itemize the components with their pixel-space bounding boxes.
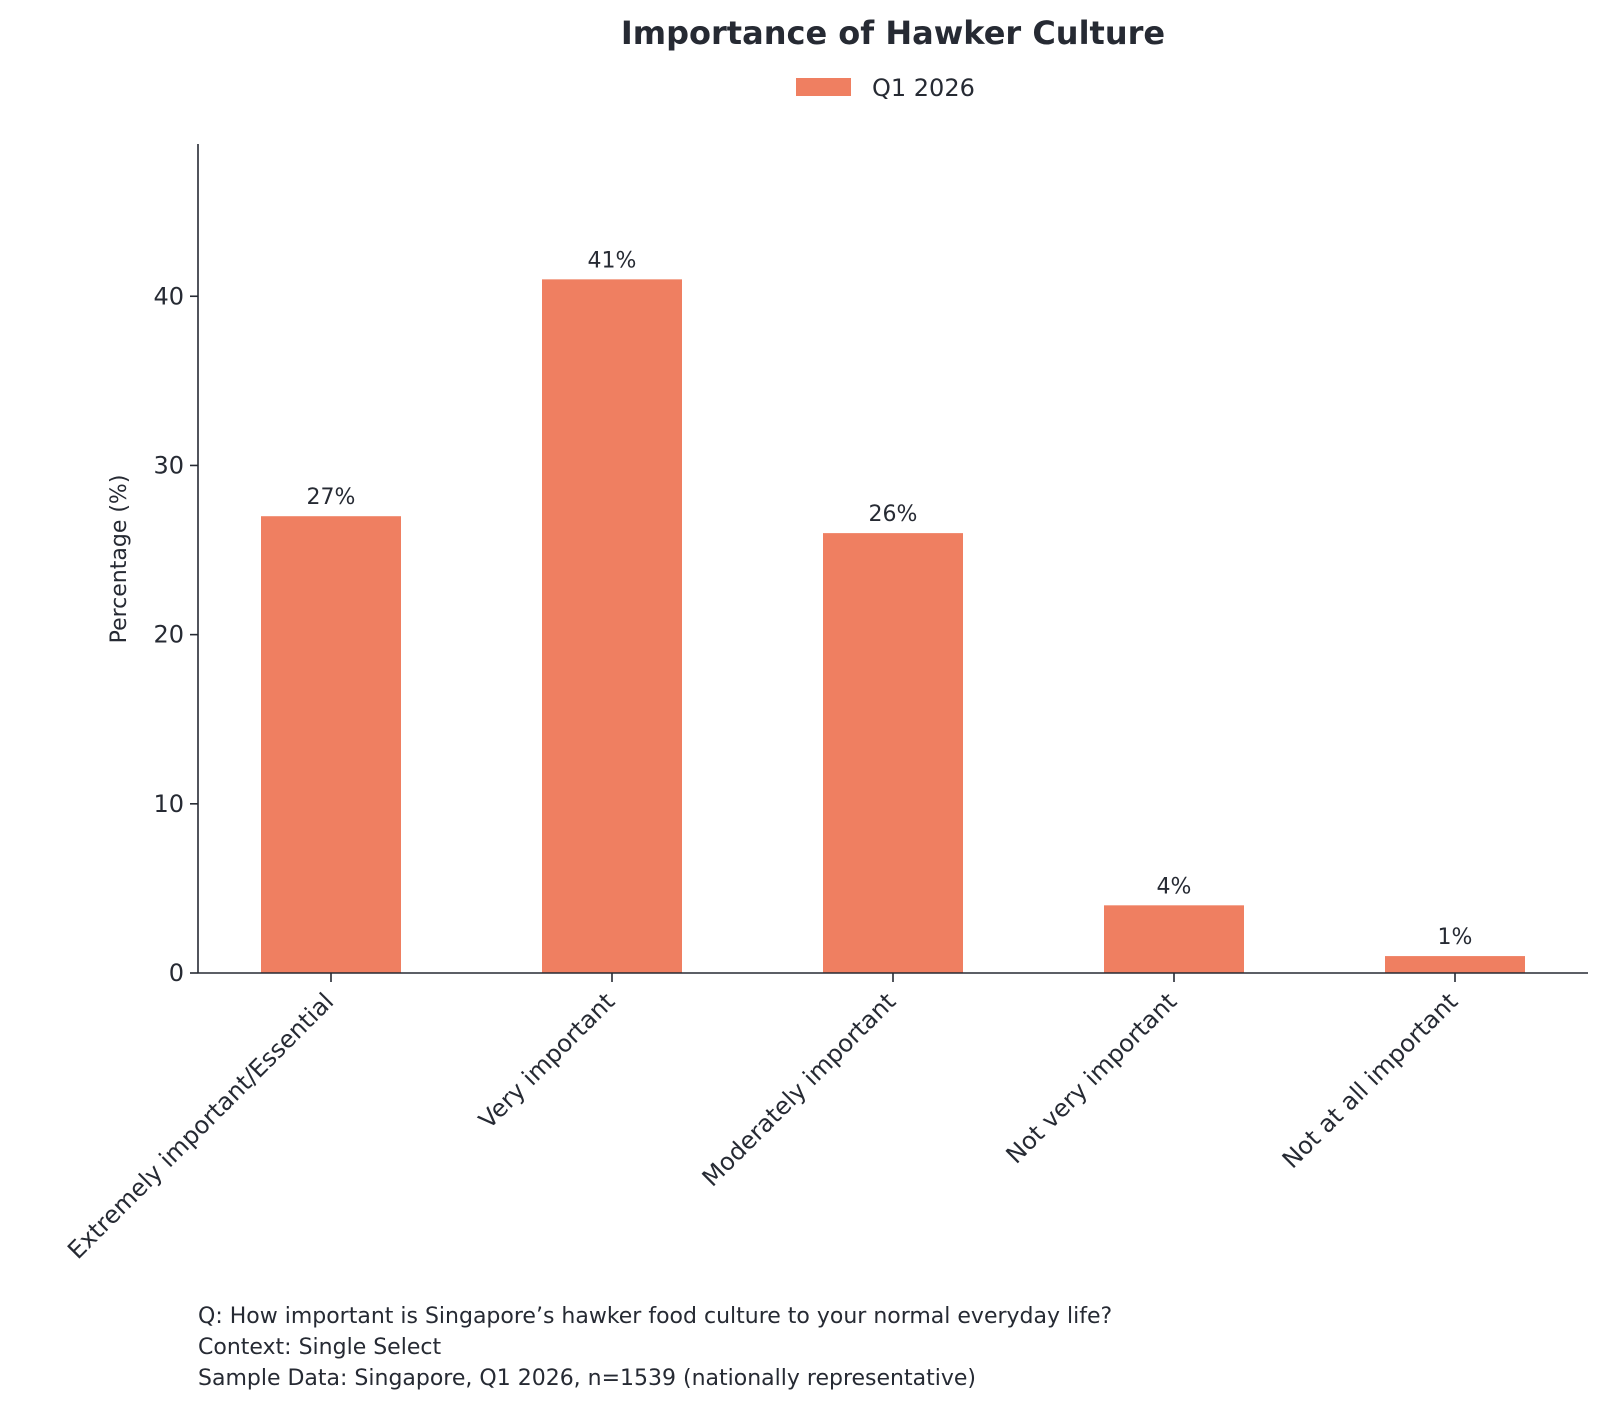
- y-axis-ticks: 0 10 20 30 40: [153, 282, 198, 987]
- bar: [1385, 956, 1525, 973]
- bar-value-label: 27%: [307, 485, 356, 510]
- x-tick-label: Not very important: [1001, 987, 1183, 1169]
- y-tick-label: 0: [169, 959, 184, 987]
- y-tick-label: 10: [153, 790, 184, 818]
- x-axis-ticks: Extremely important/Essential Very import…: [62, 973, 1463, 1264]
- footnote-sample: Sample Data: Singapore, Q1 2026, n=1539 …: [198, 1366, 976, 1391]
- chart-title: Importance of Hawker Culture: [621, 14, 1165, 52]
- y-tick-label: 40: [153, 282, 184, 310]
- data-labels: 27% 41% 26% 4% 1%: [307, 248, 1473, 950]
- bars: [261, 279, 1525, 973]
- x-tick-label: Moderately important: [697, 987, 902, 1192]
- y-axis-label: Percentage (%): [107, 475, 132, 644]
- footnote-question: Q: How important is Singapore’s hawker f…: [198, 1304, 1113, 1329]
- bar-value-label: 1%: [1438, 925, 1473, 950]
- chart-footnotes: Q: How important is Singapore’s hawker f…: [198, 1301, 1112, 1394]
- bar: [1104, 905, 1244, 973]
- bar-value-label: 26%: [869, 502, 918, 527]
- x-tick-label: Very important: [473, 987, 620, 1134]
- x-tick-label: Not at all important: [1277, 987, 1463, 1173]
- y-tick-label: 20: [153, 621, 184, 649]
- footnote-context: Context: Single Select: [198, 1335, 442, 1360]
- bar: [823, 533, 963, 973]
- bar: [542, 279, 682, 973]
- bar-value-label: 4%: [1157, 874, 1192, 899]
- legend: Q1 2026: [796, 74, 975, 102]
- x-tick-label: Extremely important/Essential: [62, 987, 339, 1264]
- legend-label-q1-2026: Q1 2026: [872, 74, 975, 102]
- bar: [261, 516, 401, 973]
- bar-value-label: 41%: [588, 248, 637, 273]
- y-tick-label: 30: [153, 451, 184, 479]
- legend-swatch: [796, 78, 851, 96]
